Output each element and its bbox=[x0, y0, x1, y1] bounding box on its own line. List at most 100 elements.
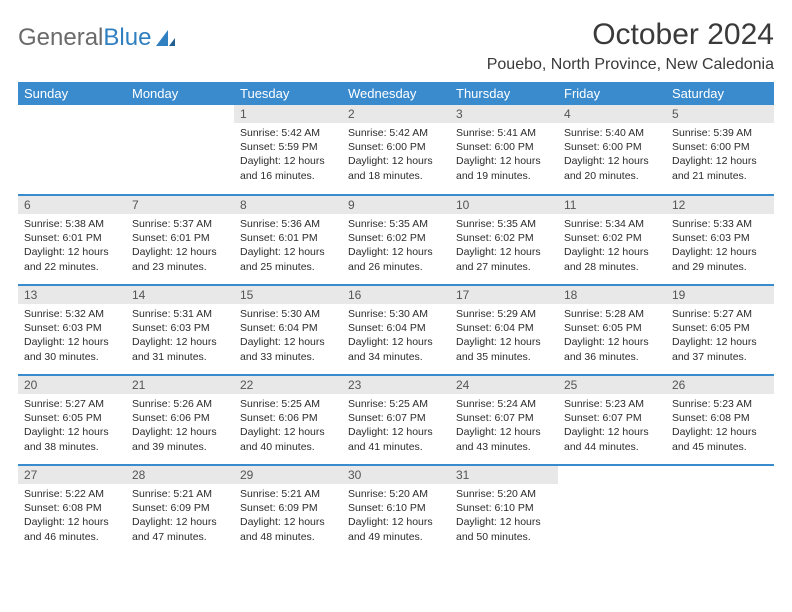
dayname-wednesday: Wednesday bbox=[342, 82, 450, 105]
sunset-text: Sunset: 6:05 PM bbox=[672, 321, 768, 335]
day-details: Sunrise: 5:21 AMSunset: 6:09 PMDaylight:… bbox=[126, 484, 234, 548]
day-details: Sunrise: 5:25 AMSunset: 6:06 PMDaylight:… bbox=[234, 394, 342, 458]
calendar-day: 20Sunrise: 5:27 AMSunset: 6:05 PMDayligh… bbox=[18, 375, 126, 465]
calendar-day: 23Sunrise: 5:25 AMSunset: 6:07 PMDayligh… bbox=[342, 375, 450, 465]
calendar-week: 27Sunrise: 5:22 AMSunset: 6:08 PMDayligh… bbox=[18, 465, 774, 555]
sunset-text: Sunset: 6:02 PM bbox=[456, 231, 552, 245]
day-number: 5 bbox=[666, 105, 774, 123]
logo-text-general: General bbox=[18, 24, 103, 52]
daylight-text: Daylight: 12 hours and 22 minutes. bbox=[24, 245, 120, 273]
sunrise-text: Sunrise: 5:35 AM bbox=[456, 217, 552, 231]
sunset-text: Sunset: 5:59 PM bbox=[240, 140, 336, 154]
day-number: 20 bbox=[18, 376, 126, 394]
day-details: Sunrise: 5:28 AMSunset: 6:05 PMDaylight:… bbox=[558, 304, 666, 368]
daylight-text: Daylight: 12 hours and 28 minutes. bbox=[564, 245, 660, 273]
day-number: 6 bbox=[18, 196, 126, 214]
daylight-text: Daylight: 12 hours and 49 minutes. bbox=[348, 515, 444, 543]
daylight-text: Daylight: 12 hours and 30 minutes. bbox=[24, 335, 120, 363]
calendar-day: 11Sunrise: 5:34 AMSunset: 6:02 PMDayligh… bbox=[558, 195, 666, 285]
logo-text-blue: Blue bbox=[103, 24, 151, 52]
calendar-day: 26Sunrise: 5:23 AMSunset: 6:08 PMDayligh… bbox=[666, 375, 774, 465]
sunset-text: Sunset: 6:04 PM bbox=[456, 321, 552, 335]
day-number: 3 bbox=[450, 105, 558, 123]
calendar-table: Sunday Monday Tuesday Wednesday Thursday… bbox=[18, 82, 774, 555]
calendar-day: 8Sunrise: 5:36 AMSunset: 6:01 PMDaylight… bbox=[234, 195, 342, 285]
sunset-text: Sunset: 6:00 PM bbox=[672, 140, 768, 154]
day-details: Sunrise: 5:38 AMSunset: 6:01 PMDaylight:… bbox=[18, 214, 126, 278]
daylight-text: Daylight: 12 hours and 31 minutes. bbox=[132, 335, 228, 363]
sunrise-text: Sunrise: 5:39 AM bbox=[672, 126, 768, 140]
sunset-text: Sunset: 6:02 PM bbox=[348, 231, 444, 245]
sunrise-text: Sunrise: 5:27 AM bbox=[24, 397, 120, 411]
daylight-text: Daylight: 12 hours and 46 minutes. bbox=[24, 515, 120, 543]
sunset-text: Sunset: 6:05 PM bbox=[564, 321, 660, 335]
calendar-day: 29Sunrise: 5:21 AMSunset: 6:09 PMDayligh… bbox=[234, 465, 342, 555]
calendar-day: 22Sunrise: 5:25 AMSunset: 6:06 PMDayligh… bbox=[234, 375, 342, 465]
daylight-text: Daylight: 12 hours and 20 minutes. bbox=[564, 154, 660, 182]
calendar-day: 6Sunrise: 5:38 AMSunset: 6:01 PMDaylight… bbox=[18, 195, 126, 285]
day-details: Sunrise: 5:37 AMSunset: 6:01 PMDaylight:… bbox=[126, 214, 234, 278]
day-details: Sunrise: 5:40 AMSunset: 6:00 PMDaylight:… bbox=[558, 123, 666, 187]
day-number: 23 bbox=[342, 376, 450, 394]
calendar-day: 7Sunrise: 5:37 AMSunset: 6:01 PMDaylight… bbox=[126, 195, 234, 285]
day-number: 16 bbox=[342, 286, 450, 304]
day-details: Sunrise: 5:27 AMSunset: 6:05 PMDaylight:… bbox=[666, 304, 774, 368]
day-number: 27 bbox=[18, 466, 126, 484]
day-details: Sunrise: 5:26 AMSunset: 6:06 PMDaylight:… bbox=[126, 394, 234, 458]
day-details: Sunrise: 5:42 AMSunset: 5:59 PMDaylight:… bbox=[234, 123, 342, 187]
day-details: Sunrise: 5:23 AMSunset: 6:08 PMDaylight:… bbox=[666, 394, 774, 458]
calendar-day: 30Sunrise: 5:20 AMSunset: 6:10 PMDayligh… bbox=[342, 465, 450, 555]
daylight-text: Daylight: 12 hours and 39 minutes. bbox=[132, 425, 228, 453]
calendar-day: 2Sunrise: 5:42 AMSunset: 6:00 PMDaylight… bbox=[342, 105, 450, 195]
calendar-week: 6Sunrise: 5:38 AMSunset: 6:01 PMDaylight… bbox=[18, 195, 774, 285]
daylight-text: Daylight: 12 hours and 45 minutes. bbox=[672, 425, 768, 453]
day-number: 28 bbox=[126, 466, 234, 484]
sunset-text: Sunset: 6:03 PM bbox=[24, 321, 120, 335]
title-block: October 2024 Pouebo, North Province, New… bbox=[487, 18, 774, 74]
sunrise-text: Sunrise: 5:30 AM bbox=[348, 307, 444, 321]
day-number: 30 bbox=[342, 466, 450, 484]
sunrise-text: Sunrise: 5:37 AM bbox=[132, 217, 228, 231]
sunrise-text: Sunrise: 5:21 AM bbox=[240, 487, 336, 501]
day-number: 26 bbox=[666, 376, 774, 394]
daylight-text: Daylight: 12 hours and 37 minutes. bbox=[672, 335, 768, 363]
calendar-day bbox=[558, 465, 666, 555]
sunrise-text: Sunrise: 5:42 AM bbox=[348, 126, 444, 140]
sunset-text: Sunset: 6:07 PM bbox=[348, 411, 444, 425]
sunrise-text: Sunrise: 5:28 AM bbox=[564, 307, 660, 321]
day-number: 25 bbox=[558, 376, 666, 394]
sunrise-text: Sunrise: 5:41 AM bbox=[456, 126, 552, 140]
daylight-text: Daylight: 12 hours and 36 minutes. bbox=[564, 335, 660, 363]
day-number: 4 bbox=[558, 105, 666, 123]
day-number: 24 bbox=[450, 376, 558, 394]
day-details: Sunrise: 5:35 AMSunset: 6:02 PMDaylight:… bbox=[342, 214, 450, 278]
calendar-week: 1Sunrise: 5:42 AMSunset: 5:59 PMDaylight… bbox=[18, 105, 774, 195]
calendar-day: 9Sunrise: 5:35 AMSunset: 6:02 PMDaylight… bbox=[342, 195, 450, 285]
sunset-text: Sunset: 6:09 PM bbox=[132, 501, 228, 515]
sunset-text: Sunset: 6:04 PM bbox=[348, 321, 444, 335]
sunrise-text: Sunrise: 5:35 AM bbox=[348, 217, 444, 231]
logo-sail-icon bbox=[154, 28, 176, 48]
sunrise-text: Sunrise: 5:27 AM bbox=[672, 307, 768, 321]
sunset-text: Sunset: 6:00 PM bbox=[564, 140, 660, 154]
day-details: Sunrise: 5:30 AMSunset: 6:04 PMDaylight:… bbox=[234, 304, 342, 368]
day-number: 21 bbox=[126, 376, 234, 394]
calendar-day: 10Sunrise: 5:35 AMSunset: 6:02 PMDayligh… bbox=[450, 195, 558, 285]
sunrise-text: Sunrise: 5:38 AM bbox=[24, 217, 120, 231]
day-number: 29 bbox=[234, 466, 342, 484]
dayname-sunday: Sunday bbox=[18, 82, 126, 105]
calendar-day: 14Sunrise: 5:31 AMSunset: 6:03 PMDayligh… bbox=[126, 285, 234, 375]
sunset-text: Sunset: 6:00 PM bbox=[456, 140, 552, 154]
sunrise-text: Sunrise: 5:29 AM bbox=[456, 307, 552, 321]
day-number: 11 bbox=[558, 196, 666, 214]
sunset-text: Sunset: 6:06 PM bbox=[132, 411, 228, 425]
day-details: Sunrise: 5:20 AMSunset: 6:10 PMDaylight:… bbox=[450, 484, 558, 548]
calendar-day: 5Sunrise: 5:39 AMSunset: 6:00 PMDaylight… bbox=[666, 105, 774, 195]
calendar-day: 24Sunrise: 5:24 AMSunset: 6:07 PMDayligh… bbox=[450, 375, 558, 465]
sunset-text: Sunset: 6:01 PM bbox=[240, 231, 336, 245]
daylight-text: Daylight: 12 hours and 35 minutes. bbox=[456, 335, 552, 363]
sunrise-text: Sunrise: 5:25 AM bbox=[348, 397, 444, 411]
daylight-text: Daylight: 12 hours and 19 minutes. bbox=[456, 154, 552, 182]
day-details: Sunrise: 5:30 AMSunset: 6:04 PMDaylight:… bbox=[342, 304, 450, 368]
day-details: Sunrise: 5:35 AMSunset: 6:02 PMDaylight:… bbox=[450, 214, 558, 278]
